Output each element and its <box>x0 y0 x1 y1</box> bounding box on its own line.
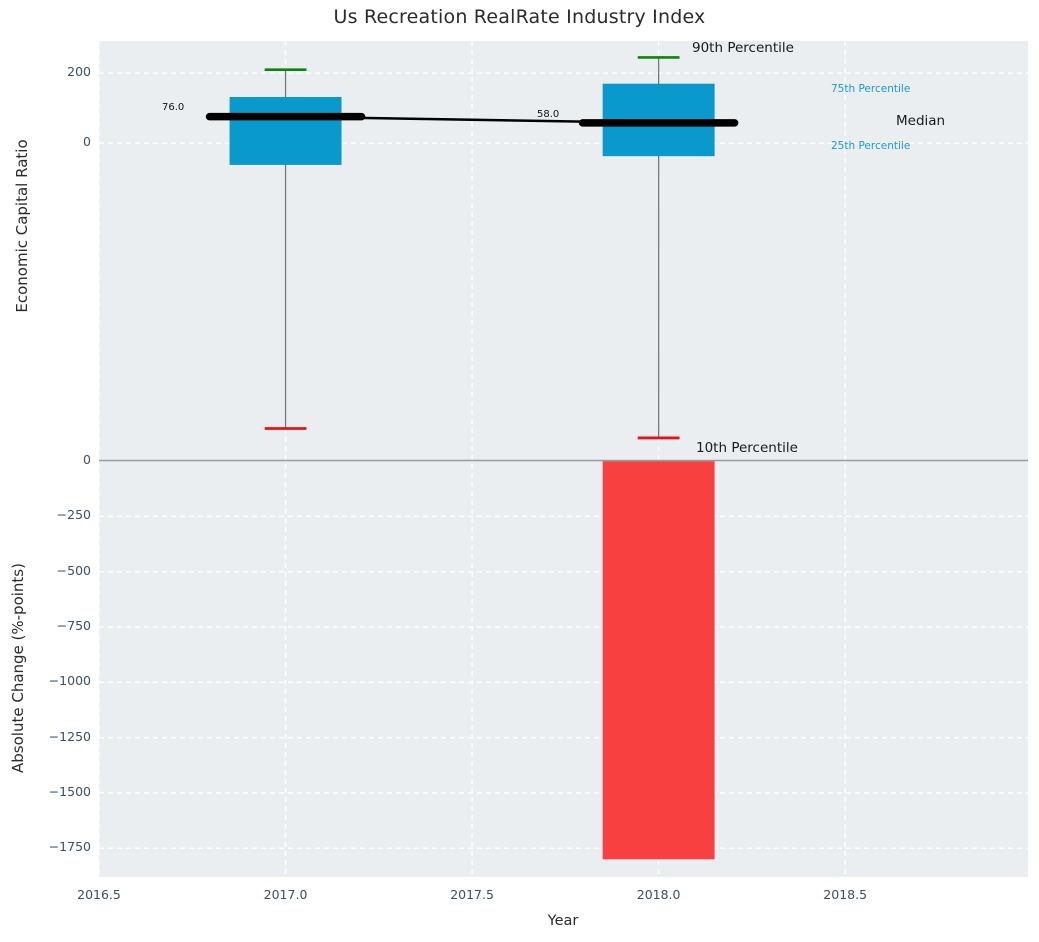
bottom-y-tick-label: −250 <box>56 507 91 523</box>
x-axis-label: Year <box>547 913 579 929</box>
x-tick-label: 2018.0 <box>636 887 681 902</box>
bottom-y-tick-label: −1500 <box>48 783 91 799</box>
x-tick-label: 2018.5 <box>823 887 868 902</box>
bottom-y-tick-label: −1250 <box>48 728 91 744</box>
chart-title: Us Recreation RealRate Industry Index <box>333 6 706 28</box>
legend-75th-percentile: 75th Percentile <box>831 83 911 95</box>
median-value-annotation-2018: 58.0 <box>537 109 560 120</box>
bottom-y-tick-label: −500 <box>56 562 91 578</box>
bottom-y-tick-label: −1000 <box>48 673 91 689</box>
bottom-y-tick-label: −1750 <box>48 839 91 855</box>
bottom-y-tick-label: −750 <box>56 618 91 634</box>
bottom-axes-background <box>99 460 1028 877</box>
legend-90th-percentile: 90th Percentile <box>692 40 794 56</box>
median-value-annotation-2017: 76.0 <box>162 102 185 113</box>
bottom-y-tick-label: 0 <box>83 452 91 468</box>
iqr-box <box>229 97 342 165</box>
top-y-axis-label: Economic Capital Ratio <box>13 139 31 313</box>
legend-10th-percentile: 10th Percentile <box>696 440 798 456</box>
x-tick-label: 2017.0 <box>263 887 308 902</box>
legend-25th-percentile: 25th Percentile <box>831 140 911 152</box>
top-y-tick-label: 0 <box>83 134 91 150</box>
top-y-tick-label: 200 <box>67 64 91 80</box>
x-tick-label: 2017.5 <box>450 887 494 902</box>
change-bar <box>602 461 715 860</box>
x-tick-label: 2016.5 <box>77 887 121 902</box>
legend-median: Median <box>896 113 946 129</box>
